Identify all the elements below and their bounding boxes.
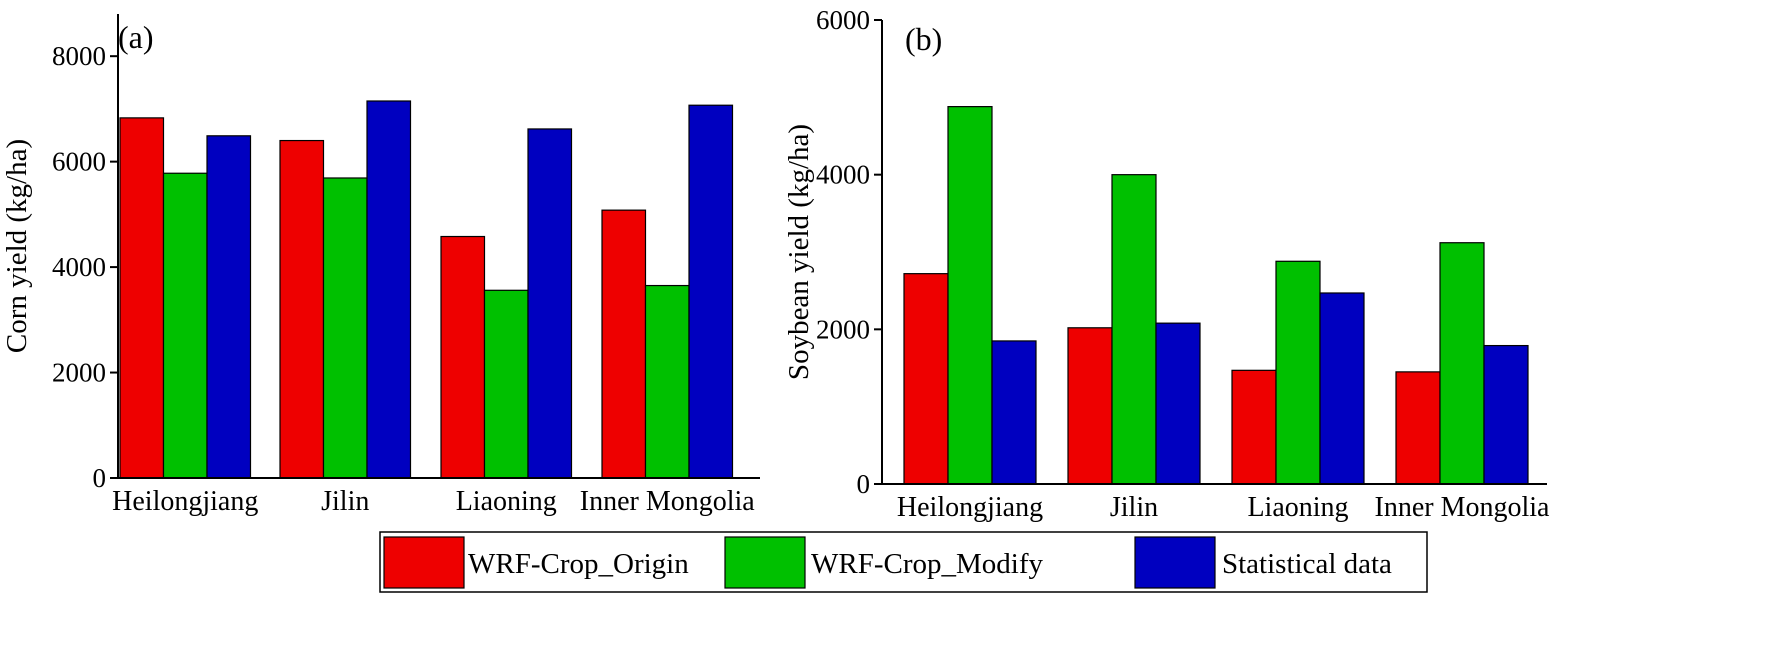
category-label-a-2: Liaoning xyxy=(456,486,557,517)
bar-b-jilin-1 xyxy=(1112,175,1156,484)
bar-a-jilin-0 xyxy=(280,141,324,478)
legend-swatch-1 xyxy=(725,537,805,588)
bar-a-heilongjiang-0 xyxy=(120,118,164,478)
bar-b-jilin-0 xyxy=(1068,328,1112,484)
category-label-b-0: Heilongjiang xyxy=(897,492,1043,523)
bar-a-jilin-1 xyxy=(324,178,368,478)
y-axis-label-a: Corn yield (kg/ha) xyxy=(1,139,33,353)
bar-b-liaoning-2 xyxy=(1320,293,1364,484)
bar-a-liaoning-0 xyxy=(441,237,485,478)
bar-b-inner-mongolia-2 xyxy=(1484,346,1528,484)
y-tick-label-b-1: 2000 xyxy=(816,314,870,344)
panel-label-b: (b) xyxy=(905,21,942,57)
y-tick-label-a-2: 4000 xyxy=(52,252,106,282)
bar-b-jilin-2 xyxy=(1156,323,1200,484)
category-label-a-3: Inner Mongolia xyxy=(580,486,756,517)
bar-a-heilongjiang-1 xyxy=(164,173,208,478)
panel-a-corn-yield-chart: Heilongjiang Jilin Liaoning Inner Mongolia 0… xyxy=(1,14,760,517)
y-axis-label-b: Soybean yield (kg/ha) xyxy=(783,124,815,380)
y-tick-label-b-2: 4000 xyxy=(816,160,870,190)
category-label-b-2: Liaoning xyxy=(1247,492,1348,523)
legend-label-0: WRF-Crop_Origin xyxy=(468,548,689,580)
bar-a-liaoning-1 xyxy=(485,290,529,478)
y-tick-label-a-1: 2000 xyxy=(52,358,106,388)
bar-a-jilin-2 xyxy=(367,101,411,478)
legend-swatch-0 xyxy=(384,537,464,588)
legend-label-1: WRF-Crop_Modify xyxy=(811,548,1044,580)
bar-b-liaoning-0 xyxy=(1232,370,1276,484)
legend-swatch-2 xyxy=(1135,537,1215,588)
category-label-a-1: Jilin xyxy=(321,486,369,517)
bar-a-inner-mongolia-1 xyxy=(646,286,690,478)
legend: WRF-Crop_Origin WRF-Crop_Modify Statistica… xyxy=(380,532,1427,592)
bar-a-inner-mongolia-0 xyxy=(602,210,646,478)
y-tick-label-a-0: 0 xyxy=(93,463,107,493)
bar-b-inner-mongolia-0 xyxy=(1396,372,1440,484)
panel-label-a: (a) xyxy=(118,19,154,55)
bar-b-heilongjiang-2 xyxy=(992,341,1036,484)
y-tick-label-a-4: 8000 xyxy=(52,41,106,71)
y-tick-label-b-3: 6000 xyxy=(816,5,870,35)
category-label-a-0: Heilongjiang xyxy=(112,486,258,517)
y-tick-label-a-3: 6000 xyxy=(52,147,106,177)
bar-b-heilongjiang-0 xyxy=(904,274,948,484)
category-label-b-3: Inner Mongolia xyxy=(1375,492,1551,523)
bar-b-heilongjiang-1 xyxy=(948,107,992,484)
bar-b-inner-mongolia-1 xyxy=(1440,243,1484,484)
bar-a-inner-mongolia-2 xyxy=(689,105,733,478)
legend-label-2: Statistical data xyxy=(1222,548,1392,580)
bar-b-liaoning-1 xyxy=(1276,261,1320,484)
y-tick-label-b-0: 0 xyxy=(857,469,871,499)
category-label-b-1: Jilin xyxy=(1110,492,1158,523)
bar-a-liaoning-2 xyxy=(528,129,572,478)
panel-b-soybean-yield-chart: Heilongjiang Jilin Liaoning Inner Mongolia 0… xyxy=(783,5,1550,523)
bar-a-heilongjiang-2 xyxy=(207,136,251,478)
